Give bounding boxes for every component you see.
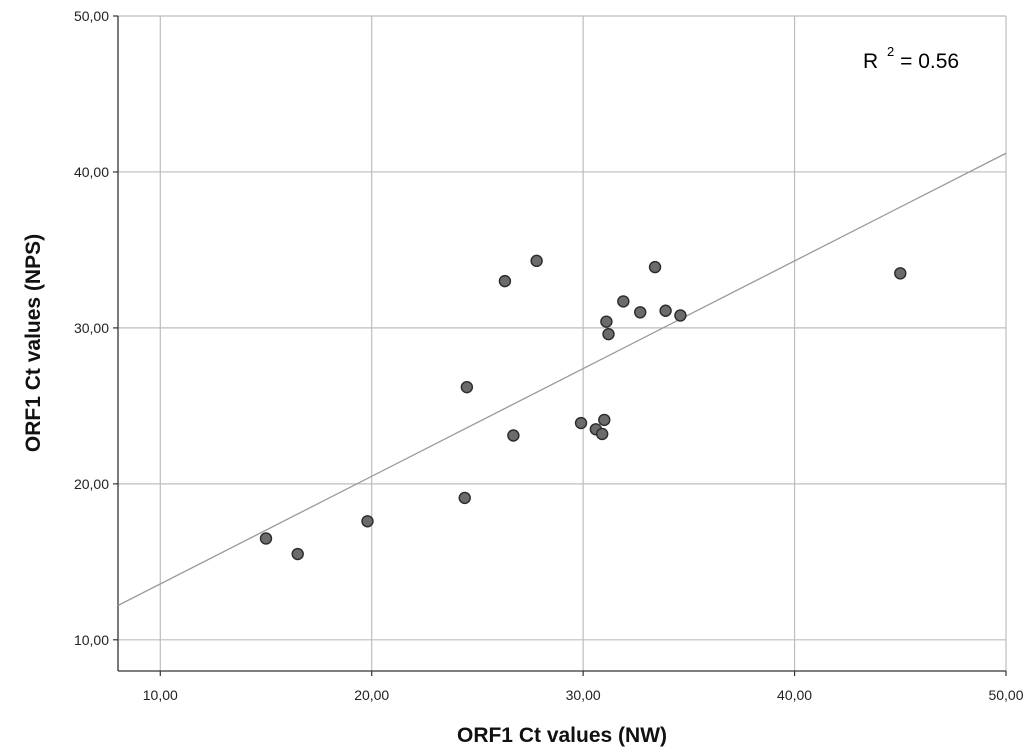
y-axis-ticks: 10,00 20,00 30,00 40,00 50,00: [74, 8, 118, 648]
r-squared-annotation: R 2 = 0.56: [863, 38, 959, 73]
x-axis-ticks: 10,00 20,00 30,00 40,00 50,00: [143, 671, 1024, 703]
data-point: [507, 429, 520, 442]
x-tick-label: 50,00: [988, 687, 1023, 703]
y-tick-label: 10,00: [74, 632, 109, 648]
x-tick-label: 10,00: [143, 687, 178, 703]
y-axis-title: ORF1 Ct values (NPS): [22, 234, 45, 452]
data-point: [598, 413, 611, 427]
x-axis-title: ORF1 Ct values (NW): [457, 724, 667, 747]
data-point: [602, 327, 615, 341]
data-point: [460, 380, 474, 394]
r-squared-superscript: 2: [887, 44, 894, 59]
data-point: [458, 491, 471, 505]
x-tick-label: 30,00: [566, 687, 601, 703]
regression-line: [117, 152, 1007, 607]
data-point: [530, 254, 543, 268]
data-point: [291, 547, 304, 561]
grid-lines: [118, 15, 1007, 671]
data-point: [674, 309, 687, 322]
x-tick-label: 40,00: [777, 687, 812, 703]
data-point: [259, 532, 273, 545]
y-tick-label: 50,00: [74, 8, 109, 24]
data-point: [894, 267, 907, 280]
data-point: [600, 315, 613, 328]
y-tick-label: 40,00: [74, 164, 109, 180]
data-point: [498, 274, 512, 288]
data-point: [659, 304, 672, 317]
data-points: [259, 254, 907, 561]
data-point: [361, 515, 374, 528]
x-tick-label: 20,00: [354, 687, 389, 703]
data-point: [617, 295, 630, 308]
y-tick-label: 20,00: [74, 476, 109, 492]
data-point: [574, 416, 588, 430]
y-tick-label: 30,00: [74, 320, 109, 336]
data-point: [648, 260, 662, 274]
r-squared-base: R: [863, 50, 878, 73]
data-point: [595, 427, 609, 441]
data-point: [634, 306, 647, 319]
r-squared-value: = 0.56: [900, 50, 959, 73]
